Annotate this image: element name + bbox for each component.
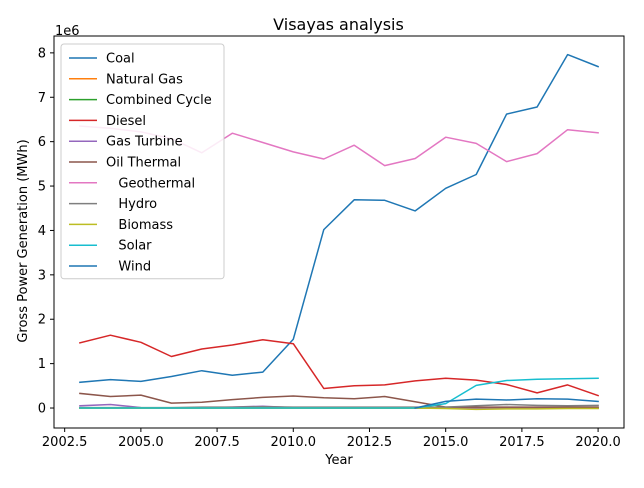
axis-ticks: 2002.5 2005.0 2007.5 2010.0 2012.5 2015.0 2017… [38, 46, 621, 450]
y-tick-label: 5 [38, 180, 46, 195]
legend-box [60, 43, 225, 280]
series-line-9 [79, 377, 599, 409]
legend-entry: Coal [106, 52, 135, 67]
legend-entry: Geothermal [106, 176, 195, 191]
x-axis-label: Year [324, 453, 353, 468]
y-tick-label: 3 [38, 268, 46, 283]
legend-entry: Wind [106, 260, 151, 275]
legend-entry: Oil Thermal [106, 156, 181, 171]
legend-entry: Diesel [106, 114, 146, 129]
series-line-5 [79, 392, 599, 408]
x-tick-label: 2010.0 [271, 435, 317, 450]
legend-entry: Hydro [106, 197, 157, 212]
x-tick-label: 2017.5 [499, 435, 545, 450]
x-tick-label: 2005.0 [118, 435, 164, 450]
x-tick-label: 2012.5 [347, 435, 393, 450]
legend-entry: Combined Cycle [106, 93, 212, 108]
series-line-10 [414, 397, 599, 409]
y-tick-label: 6 [38, 135, 46, 150]
y-tick-label: 2 [38, 313, 46, 328]
y-tick-label: 0 [38, 402, 46, 417]
x-tick-label: 2015.0 [423, 435, 469, 450]
legend: Coal Natural Gas Combined Cycle Diesel Gas T… [60, 43, 225, 280]
legend-entry: Biomass [106, 218, 173, 233]
legend-entry: Natural Gas [106, 72, 183, 87]
y-tick-label: 7 [38, 91, 46, 106]
series-line-3 [78, 334, 600, 397]
x-tick-label: 2007.5 [194, 435, 240, 450]
legend-entry: Solar [106, 239, 152, 254]
legend-entry: Gas Turbine [106, 135, 183, 150]
y-axis-multiplier: 1e6 [55, 24, 80, 39]
y-tick-label: 1 [38, 357, 46, 372]
plot-frame [53, 35, 625, 429]
y-tick-label: 8 [38, 46, 46, 61]
x-tick-label: 2002.5 [42, 435, 88, 450]
chart-title: Visayas analysis [273, 15, 404, 34]
x-tick-label: 2020.0 [575, 435, 621, 450]
y-tick-label: 4 [38, 224, 46, 239]
y-axis-label: Gross Power Generation (MWh) [16, 139, 31, 342]
series-lines [78, 53, 600, 411]
series-line-0 [79, 53, 600, 384]
